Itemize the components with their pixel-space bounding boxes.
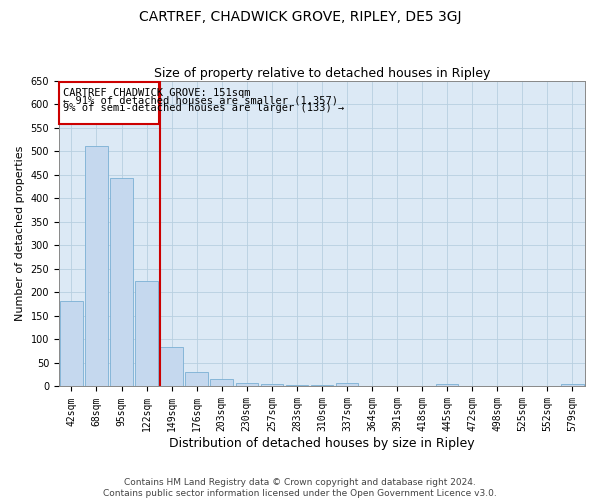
Bar bbox=[211, 380, 233, 386]
Text: ← 91% of detached houses are smaller (1,357): ← 91% of detached houses are smaller (1,… bbox=[62, 96, 338, 106]
Bar bbox=[236, 382, 258, 386]
Bar bbox=[185, 372, 208, 386]
Bar bbox=[136, 280, 158, 386]
Title: Size of property relative to detached houses in Ripley: Size of property relative to detached ho… bbox=[154, 66, 490, 80]
Bar bbox=[59, 82, 159, 124]
Bar bbox=[110, 178, 133, 386]
Bar bbox=[311, 385, 333, 386]
Y-axis label: Number of detached properties: Number of detached properties bbox=[15, 146, 25, 322]
Bar bbox=[60, 302, 83, 386]
Bar bbox=[85, 146, 108, 386]
Bar bbox=[336, 382, 358, 386]
Bar bbox=[561, 384, 584, 386]
Bar bbox=[160, 348, 183, 387]
Bar bbox=[286, 385, 308, 386]
Text: 9% of semi-detached houses are larger (133) →: 9% of semi-detached houses are larger (1… bbox=[62, 103, 344, 113]
Text: Contains HM Land Registry data © Crown copyright and database right 2024.
Contai: Contains HM Land Registry data © Crown c… bbox=[103, 478, 497, 498]
Text: CARTREF, CHADWICK GROVE, RIPLEY, DE5 3GJ: CARTREF, CHADWICK GROVE, RIPLEY, DE5 3GJ bbox=[139, 10, 461, 24]
Bar bbox=[436, 384, 458, 386]
X-axis label: Distribution of detached houses by size in Ripley: Distribution of detached houses by size … bbox=[169, 437, 475, 450]
Bar bbox=[260, 384, 283, 386]
Text: CARTREF CHADWICK GROVE: 151sqm: CARTREF CHADWICK GROVE: 151sqm bbox=[62, 88, 250, 98]
